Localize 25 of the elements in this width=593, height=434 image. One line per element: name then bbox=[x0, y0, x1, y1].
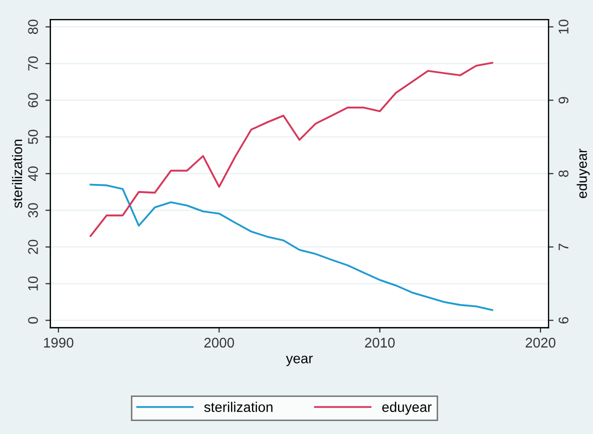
x-tick-label: 2020 bbox=[526, 338, 556, 348]
legend-label: eduyear bbox=[382, 402, 432, 415]
x-tick-label: 2010 bbox=[365, 338, 395, 348]
x-tick-label: 1990 bbox=[44, 338, 74, 348]
y-tick-label: 80 bbox=[28, 20, 38, 34]
y-tick-label: 20 bbox=[28, 240, 38, 254]
y-tick-label: 40 bbox=[28, 166, 38, 182]
y2-axis-title: eduyear bbox=[576, 148, 590, 198]
y-tick-label: 0 bbox=[28, 317, 38, 324]
y-tick-label: 60 bbox=[28, 93, 38, 108]
y-tick-label: 10 bbox=[28, 276, 38, 290]
y-axis-title: sterilization bbox=[12, 140, 22, 208]
y2-tick-label: 10 bbox=[558, 20, 568, 34]
line-series bbox=[90, 62, 494, 237]
y2-tick-label: 9 bbox=[558, 97, 568, 104]
x-axis-title: year bbox=[286, 356, 313, 366]
y2-tick-label: 6 bbox=[558, 317, 568, 324]
x-tick-label: 2000 bbox=[204, 338, 234, 348]
legend-label: sterilization bbox=[204, 402, 272, 412]
line-series bbox=[90, 184, 494, 311]
y-tick-label: 30 bbox=[28, 203, 38, 218]
y-tick-label: 50 bbox=[28, 130, 38, 144]
y2-tick-label: 8 bbox=[558, 170, 568, 177]
y2-tick-label: 7 bbox=[558, 244, 568, 250]
y-tick-label: 70 bbox=[28, 56, 38, 71]
